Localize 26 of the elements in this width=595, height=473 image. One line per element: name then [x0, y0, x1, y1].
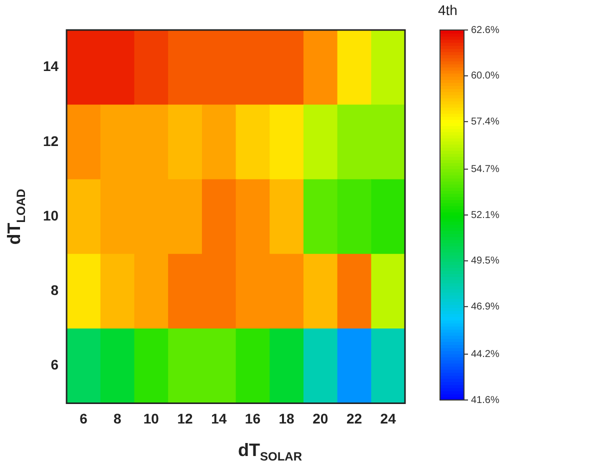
x-tick-label: 10	[143, 410, 160, 426]
y-tick-label: 12	[42, 132, 59, 149]
x-tick-label: 18	[278, 410, 295, 426]
color-bar-title: 4th	[438, 2, 458, 18]
y-tick-label: 8	[50, 282, 59, 298]
color-bar-label: 52.1%	[471, 210, 500, 221]
y-tick-label: 14	[42, 58, 59, 74]
x-axis-title: dT$_{SOLAR}$	[237, 440, 303, 464]
color-bar-label: 46.9%	[471, 301, 500, 312]
color-bar-label: 60.0%	[471, 70, 500, 82]
color-bar-label: 41.6%	[471, 394, 500, 406]
x-tick-label: 14	[211, 410, 227, 426]
color-bar-label: 44.2%	[471, 348, 500, 360]
color-bar-label: 54.7%	[471, 164, 500, 175]
x-tick-label: 20	[312, 410, 328, 426]
x-tick-label: 16	[244, 410, 261, 426]
color-bar-label: 49.5%	[471, 256, 500, 267]
color-bar-label: 62.6%	[471, 24, 500, 36]
x-tick-label: 12	[177, 410, 194, 426]
x-tick-label: 24	[380, 410, 396, 426]
x-tick-label: 22	[346, 410, 362, 426]
y-tick-label: 6	[50, 356, 59, 373]
x-tick-label: 8	[113, 410, 122, 426]
x-tick-label: 6	[80, 410, 88, 426]
y-tick-label: 10	[42, 207, 59, 224]
color-bar-label: 57.4%	[471, 116, 500, 128]
